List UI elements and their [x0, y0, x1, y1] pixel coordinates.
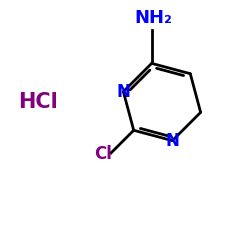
Text: Cl: Cl [94, 145, 112, 163]
Text: N: N [116, 83, 130, 101]
Text: N: N [166, 132, 179, 150]
Text: NH₂: NH₂ [135, 9, 172, 27]
Text: HCl: HCl [18, 92, 58, 112]
